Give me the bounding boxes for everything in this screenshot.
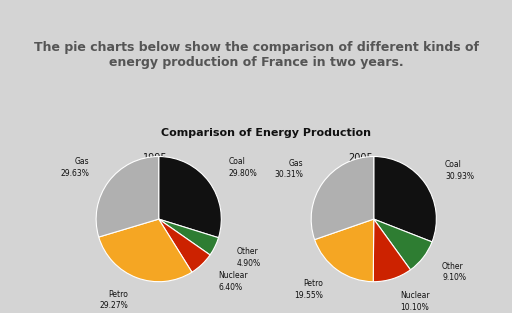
Text: Other
4.90%: Other 4.90% xyxy=(237,247,261,268)
Wedge shape xyxy=(373,219,411,282)
Wedge shape xyxy=(374,219,432,270)
Text: 2005: 2005 xyxy=(348,153,373,163)
Text: Comparison of Energy Production: Comparison of Energy Production xyxy=(161,127,371,137)
Text: Other
9.10%: Other 9.10% xyxy=(442,262,466,282)
Text: 1995: 1995 xyxy=(143,153,168,163)
Text: Gas
30.31%: Gas 30.31% xyxy=(274,159,304,179)
Wedge shape xyxy=(374,156,436,242)
Wedge shape xyxy=(311,156,374,240)
Text: Petro
19.55%: Petro 19.55% xyxy=(294,279,324,300)
Wedge shape xyxy=(314,219,374,282)
Wedge shape xyxy=(159,156,221,238)
Wedge shape xyxy=(159,219,219,255)
Wedge shape xyxy=(159,219,210,272)
Text: Nuclear
6.40%: Nuclear 6.40% xyxy=(218,271,248,292)
Text: Gas
29.63%: Gas 29.63% xyxy=(60,157,90,178)
Wedge shape xyxy=(96,156,159,237)
Text: The pie charts below show the comparison of different kinds of
energy production: The pie charts below show the comparison… xyxy=(33,41,479,69)
Text: Coal
30.93%: Coal 30.93% xyxy=(445,160,474,181)
Text: Nuclear
10.10%: Nuclear 10.10% xyxy=(400,291,430,312)
Text: Coal
29.80%: Coal 29.80% xyxy=(228,157,257,178)
Wedge shape xyxy=(99,219,192,282)
Text: Petro
29.27%: Petro 29.27% xyxy=(99,290,129,310)
